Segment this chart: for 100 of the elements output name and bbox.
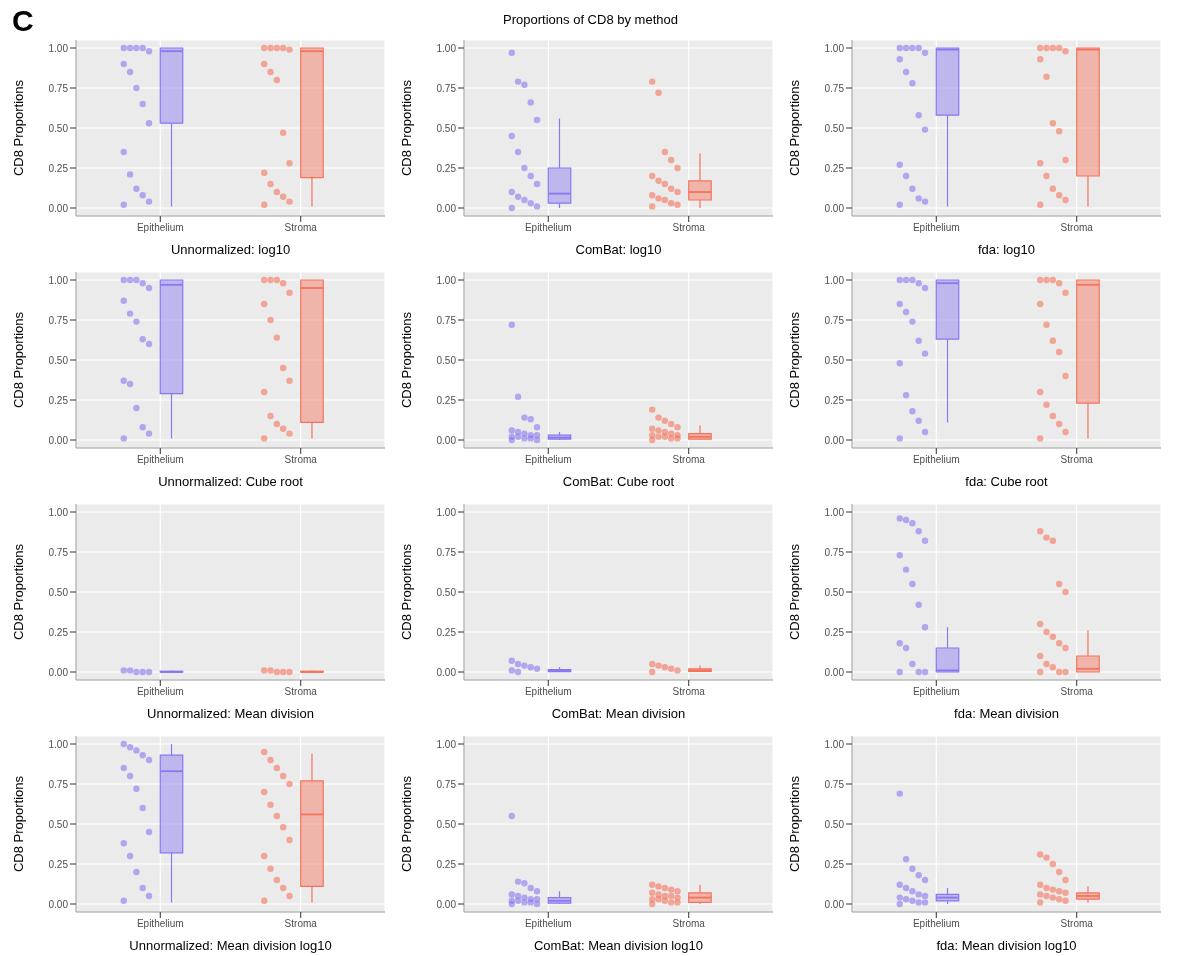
x-tick-label: Stroma [1060, 686, 1094, 698]
y-tick-label: 0.50 [824, 354, 845, 366]
x-axis-title: fda: log10 [977, 242, 1036, 257]
x-tick-label: Stroma [284, 918, 318, 930]
y-tick-label: 0.50 [48, 818, 69, 830]
y-axis-title: CD8 Proportions [398, 79, 414, 177]
x-tick-label: Stroma [284, 686, 318, 698]
y-axis-title: CD8 Proportions [10, 79, 26, 177]
y-tick-label: 0.25 [436, 162, 457, 174]
x-axis-title: ComBat: Cube root [562, 474, 675, 489]
y-tick-label: 0.00 [48, 202, 69, 214]
x-tick-label: Stroma [1060, 222, 1094, 234]
y-tick-label: 0.00 [436, 666, 457, 678]
y-tick-label: 0.25 [824, 858, 845, 870]
y-tick-label: 1.00 [48, 42, 69, 54]
y-tick-label: 0.25 [48, 626, 69, 638]
y-axis-title: CD8 Proportions [398, 543, 414, 641]
x-tick-label: Epithelium [912, 222, 960, 234]
y-tick-label: 0.00 [436, 434, 457, 446]
y-tick-label: 1.00 [48, 274, 69, 286]
x-tick-label: Epithelium [524, 686, 572, 698]
y-tick-label: 0.25 [436, 858, 457, 870]
y-tick-label: 0.00 [436, 898, 457, 910]
y-tick-label: 1.00 [824, 738, 845, 750]
y-tick-label: 0.00 [48, 898, 69, 910]
y-tick-label: 0.25 [824, 394, 845, 406]
y-tick-label: 0.25 [824, 626, 845, 638]
y-tick-label: 0.75 [824, 314, 845, 326]
x-tick-label: Epithelium [524, 454, 572, 466]
y-tick-label: 0.25 [48, 858, 69, 870]
x-axis-title: ComBat: Mean division log10 [533, 938, 704, 953]
y-tick-label: 1.00 [824, 42, 845, 54]
x-axis-title: fda: Mean division [954, 706, 1059, 721]
y-tick-label: 0.75 [824, 82, 845, 94]
text: C [12, 4, 34, 38]
x-axis-title: Unnormalized: Mean division log10 [129, 938, 332, 953]
y-tick-label: 0.75 [824, 778, 845, 790]
x-axis-title: ComBat: log10 [575, 242, 662, 257]
y-axis-title: CD8 Proportions [786, 311, 802, 409]
y-tick-label: 0.50 [436, 354, 457, 366]
x-tick-label: Stroma [672, 918, 706, 930]
x-tick-label: Epithelium [136, 918, 184, 930]
y-tick-label: 0.75 [48, 82, 69, 94]
x-axis-title: Unnormalized: Mean division [147, 706, 314, 721]
y-tick-label: 0.50 [48, 354, 69, 366]
y-tick-label: 0.50 [436, 122, 457, 134]
y-tick-label: 0.75 [436, 314, 457, 326]
y-tick-label: 0.00 [824, 202, 845, 214]
y-tick-label: 0.75 [48, 314, 69, 326]
y-tick-label: 0.25 [436, 626, 457, 638]
y-tick-label: 0.00 [824, 898, 845, 910]
x-axis-title: Unnormalized: Cube root [158, 474, 304, 489]
y-tick-label: 0.75 [436, 82, 457, 94]
x-axis-title: fda: Mean division log10 [936, 938, 1077, 953]
x-tick-label: Stroma [672, 222, 706, 234]
y-tick-label: 0.00 [824, 434, 845, 446]
y-tick-label: 0.50 [48, 122, 69, 134]
y-tick-label: 0.50 [48, 586, 69, 598]
y-tick-label: 0.50 [824, 122, 845, 134]
y-tick-label: 0.00 [824, 666, 845, 678]
y-tick-label: 0.50 [436, 586, 457, 598]
y-tick-label: 0.25 [436, 394, 457, 406]
y-axis-title: CD8 Proportions [10, 543, 26, 641]
x-tick-label: Epithelium [524, 222, 572, 234]
y-tick-label: 1.00 [436, 738, 457, 750]
x-tick-label: Stroma [1060, 918, 1094, 930]
x-tick-label: Epithelium [912, 454, 960, 466]
x-axis-title: ComBat: Mean division [551, 706, 686, 721]
x-tick-label: Epithelium [912, 918, 960, 930]
x-tick-label: Epithelium [524, 918, 572, 930]
x-axis-title: Unnormalized: log10 [170, 242, 291, 257]
y-axis-title: CD8 Proportions [398, 311, 414, 409]
y-tick-label: 0.50 [824, 586, 845, 598]
x-tick-label: Stroma [284, 454, 318, 466]
y-tick-label: 0.75 [48, 546, 69, 558]
y-tick-label: 0.25 [824, 162, 845, 174]
y-tick-label: 0.00 [48, 434, 69, 446]
y-tick-label: 0.25 [48, 394, 69, 406]
x-tick-label: Stroma [672, 454, 706, 466]
x-axis-title: fda: Cube root [965, 474, 1049, 489]
x-tick-label: Epithelium [912, 686, 960, 698]
y-tick-label: 0.75 [48, 778, 69, 790]
x-tick-label: Stroma [284, 222, 318, 234]
y-tick-label: 0.50 [824, 818, 845, 830]
x-tick-label: Stroma [672, 686, 706, 698]
chart-title: Proportions of CD8 by method [503, 12, 678, 27]
y-tick-label: 0.75 [824, 546, 845, 558]
x-tick-label: Stroma [1060, 454, 1094, 466]
y-tick-label: 1.00 [436, 42, 457, 54]
x-tick-label: Epithelium [136, 686, 184, 698]
y-axis-title: CD8 Proportions [10, 311, 26, 409]
y-axis-title: CD8 Proportions [786, 79, 802, 177]
y-tick-label: 0.25 [48, 162, 69, 174]
y-tick-label: 0.75 [436, 546, 457, 558]
y-tick-label: 1.00 [824, 274, 845, 286]
x-tick-label: Epithelium [136, 454, 184, 466]
y-tick-label: 1.00 [824, 506, 845, 518]
x-tick-label: Epithelium [136, 222, 184, 234]
y-tick-label: 0.75 [436, 778, 457, 790]
y-tick-label: 0.00 [436, 202, 457, 214]
